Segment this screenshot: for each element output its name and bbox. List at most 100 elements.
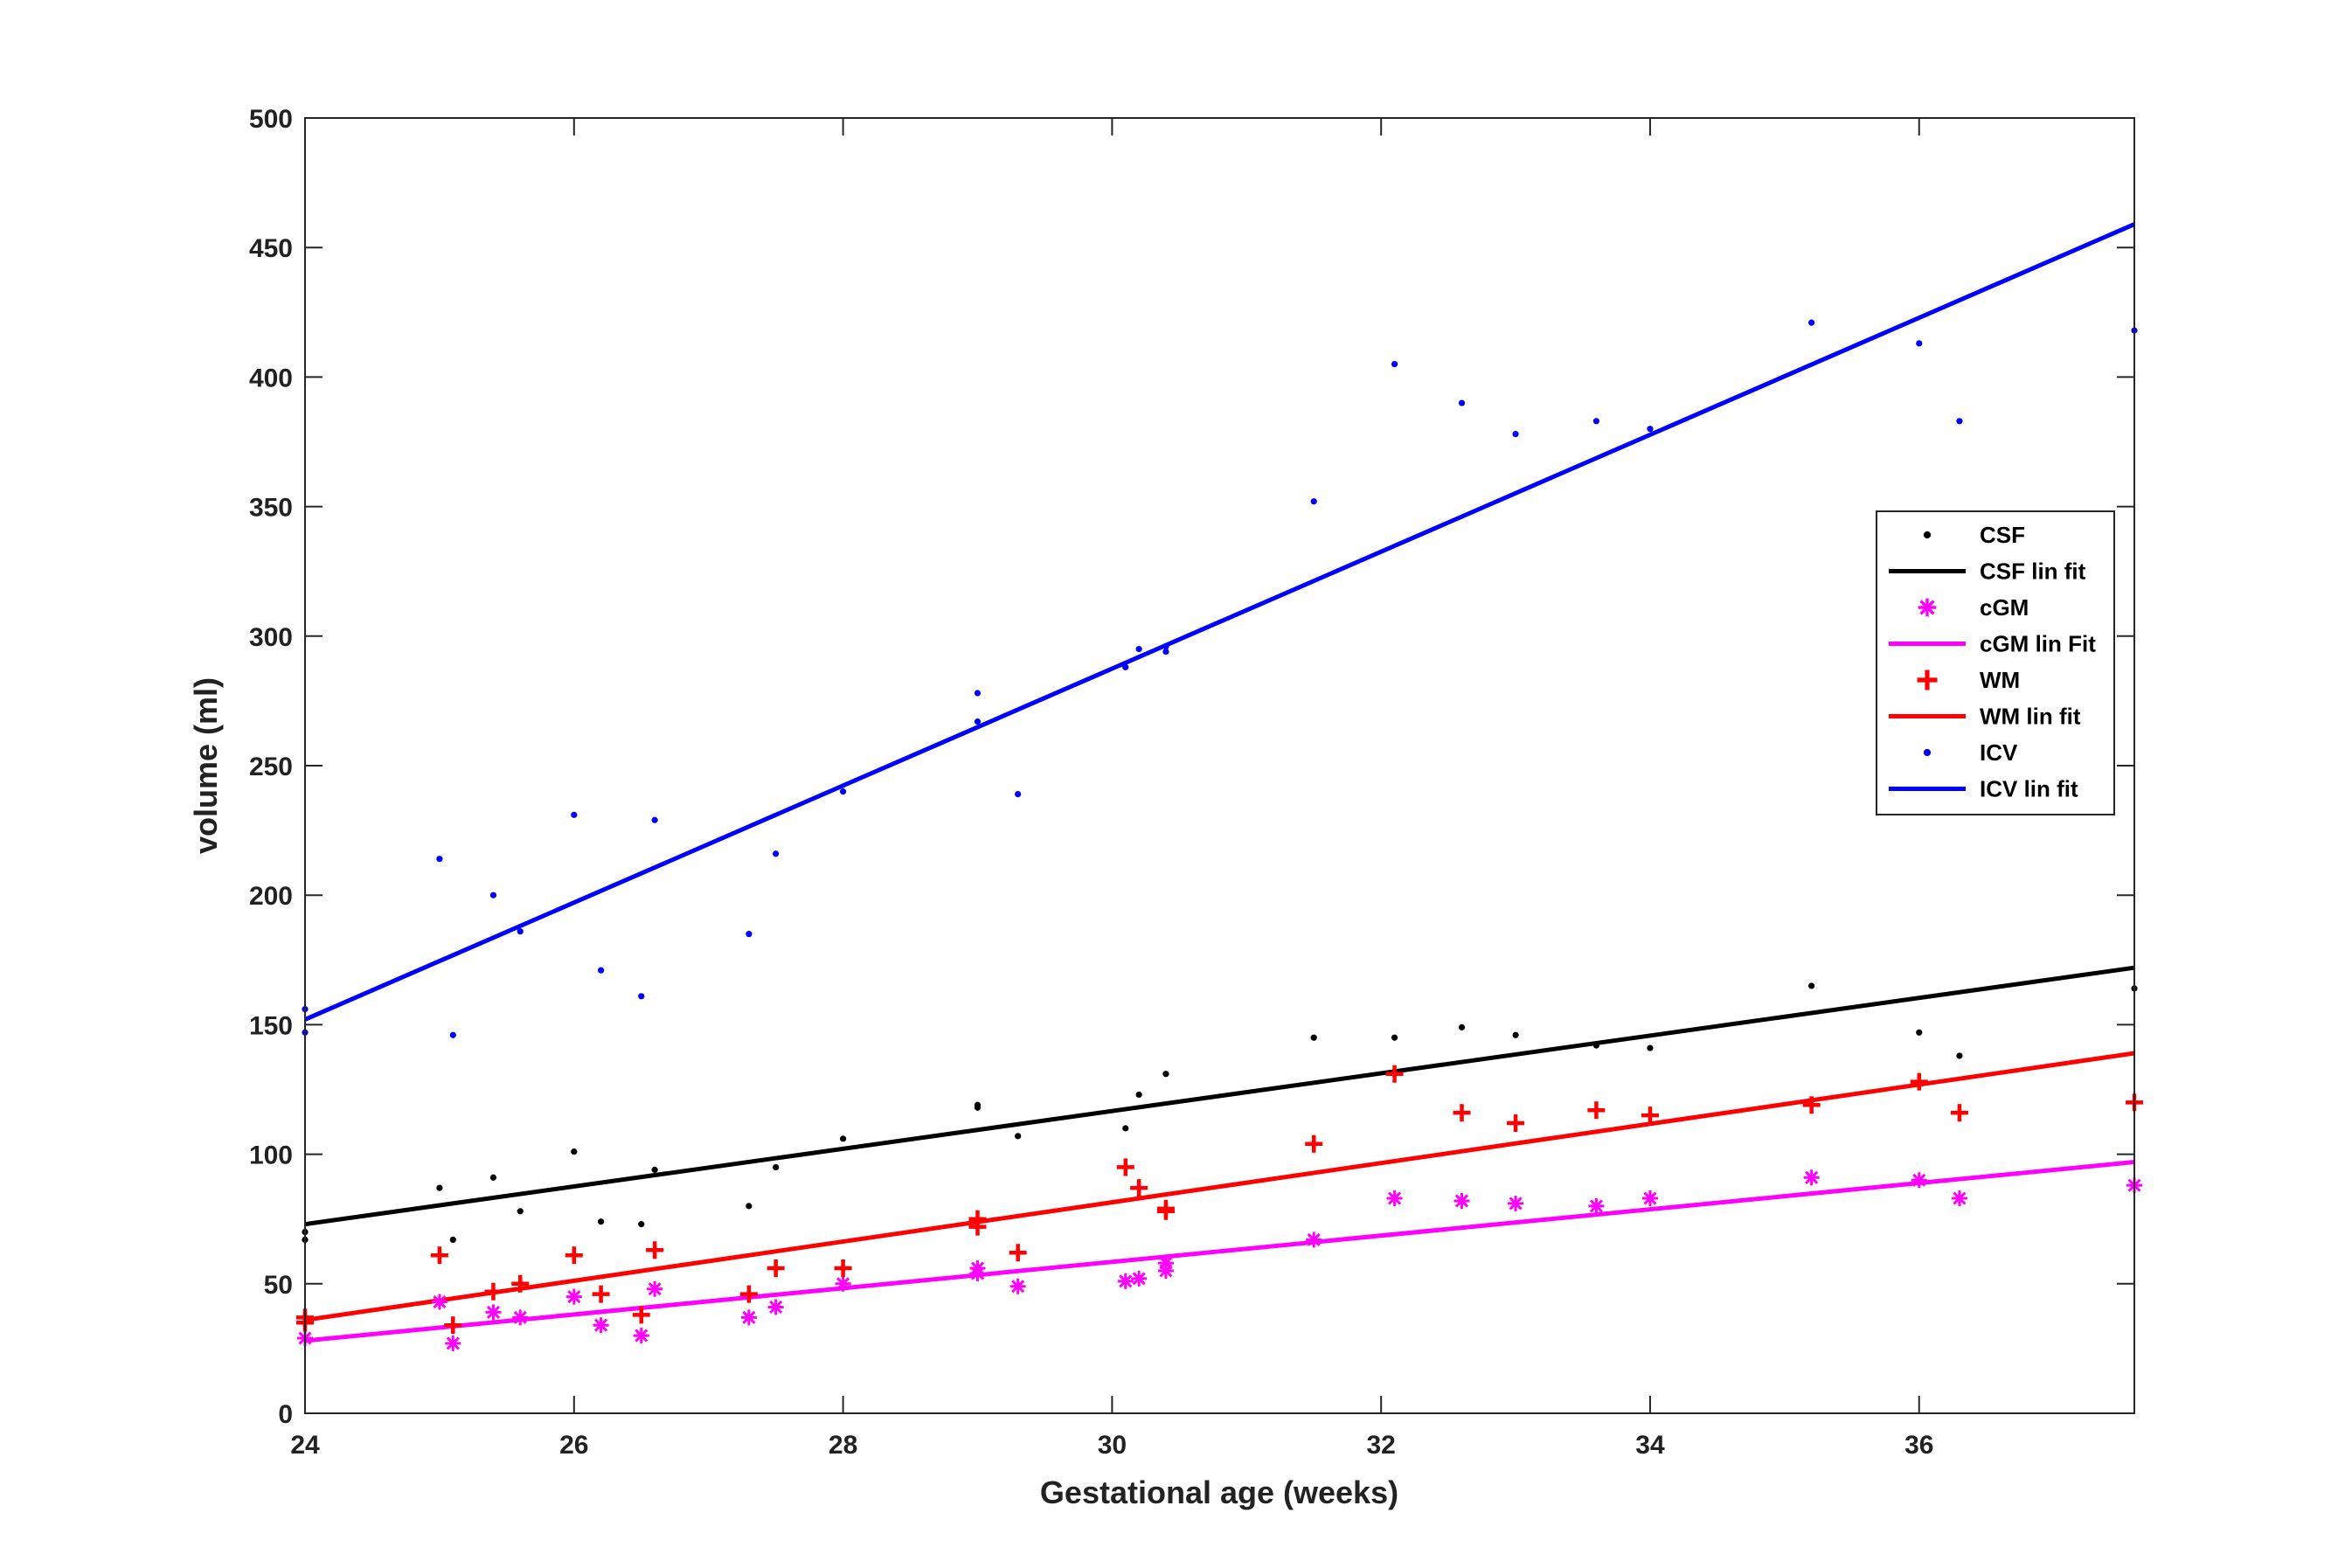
cgm-point [485,1304,502,1321]
wm-point [834,1259,852,1278]
wm-point [511,1274,530,1293]
wm-point [1305,1134,1323,1153]
icv-point [638,993,645,1000]
csf-point [746,1203,753,1210]
wm-point [1910,1072,1928,1091]
legend-swatch-csf [1923,531,1932,539]
csf-point [597,1218,605,1225]
y-tick-label: 350 [249,494,293,523]
wm-point [767,1259,785,1278]
csf-point [489,1174,497,1181]
y-tick-label: 250 [249,753,293,781]
csf-lin-fit-line [304,965,2135,1227]
y-tick-label: 50 [264,1271,293,1300]
legend-swatch-wm [1917,670,1938,690]
cgm-point [1911,1172,1927,1189]
cgm-point [1588,1197,1605,1214]
cgm-point [1306,1232,1322,1248]
csf-point [1310,1034,1317,1041]
wm-point [968,1210,987,1228]
x-tick-label: 24 [290,1431,320,1460]
csf-point [436,1184,443,1191]
icv-point [517,928,524,935]
icv-point [436,856,443,863]
icv-point [1458,399,1466,406]
wm-point [1453,1104,1471,1122]
icv-point [1015,791,1022,798]
cgm-point [1951,1190,1967,1206]
wm-lin-fit-line [304,1051,2135,1322]
x-tick-label: 26 [559,1431,588,1460]
icv-point [1808,319,1815,326]
cgm-lin-fit-line [304,1160,2135,1343]
legend-swatch-cgm [1918,598,1937,617]
cgm-point [431,1294,447,1310]
csf-point [1391,1034,1398,1041]
csf-point [1956,1052,1963,1059]
cgm-point [740,1309,757,1326]
cgm-point [1386,1190,1403,1206]
csf-point [517,1208,524,1215]
plot-background [305,118,2134,1413]
legend: CSF CSF lin fit cGM cGM lin Fit WM WM lin fit… [1876,510,2115,815]
wm-point [1802,1096,1821,1114]
cgm-point [593,1317,609,1334]
legend-label-icv: ICV [1980,739,2018,766]
cgm-point [1453,1192,1470,1209]
cgm-point [633,1328,649,1344]
x-tick-label: 28 [829,1431,857,1460]
icv-point [1391,360,1398,368]
csf-point [449,1236,456,1244]
icv-point [1162,648,1169,656]
x-tick-label: 32 [1366,1431,1395,1460]
csf-point [571,1148,578,1155]
y-tick-label: 450 [249,234,293,263]
csf-point [1135,1091,1142,1099]
csf-point [773,1163,780,1171]
cgm-point [512,1309,529,1326]
y-tick-label: 150 [249,1011,293,1040]
wm-point [1507,1114,1525,1133]
legend-label-wm-lin-fit: WM lin fit [1980,704,2081,730]
wm-point [1130,1179,1148,1197]
cgm-point [1009,1278,1026,1294]
cgm-point [1803,1169,1820,1186]
y-axis-label: volume (ml) [188,677,224,854]
csf-point [1162,1071,1169,1078]
csf-point [1015,1133,1022,1140]
cgm-point [647,1280,663,1297]
legend-label-cgm: cGM [1980,594,2029,621]
x-tick-label: 36 [1904,1431,1933,1460]
csf-point [651,1166,658,1173]
csf-point [839,1135,847,1142]
wm-point [1116,1158,1134,1176]
y-tick-label: 300 [249,623,293,652]
y-tick-label: 500 [249,105,293,134]
legend-label-csf: CSF [1980,522,2025,548]
icv-point [974,690,982,697]
icv-point [597,967,605,974]
icv-point [1135,646,1142,653]
wm-point [1385,1065,1404,1083]
wm-point [1009,1244,1027,1262]
icv-point [773,850,780,857]
y-axis-ticks: 0 50 100 150 200 250 300 350 400 450 500 [249,105,2134,1429]
cgm-point [1117,1273,1134,1289]
cgm-point [1157,1262,1174,1279]
icv-point [651,816,658,823]
y-tick-label: 400 [249,364,293,392]
legend-label-wm: WM [1980,667,2020,693]
csf-point [638,1221,645,1228]
csf-point [1808,982,1815,989]
wm-point [430,1246,448,1265]
icv-point [571,811,578,818]
cgm-point [565,1288,582,1305]
cgm-point [1131,1270,1148,1287]
fit-lines [304,222,2135,1343]
csf-point [1458,1023,1466,1030]
csf-point [1122,1125,1129,1132]
wm-point [1950,1104,1968,1122]
legend-box [1876,510,2115,815]
csf-point [974,1101,982,1108]
